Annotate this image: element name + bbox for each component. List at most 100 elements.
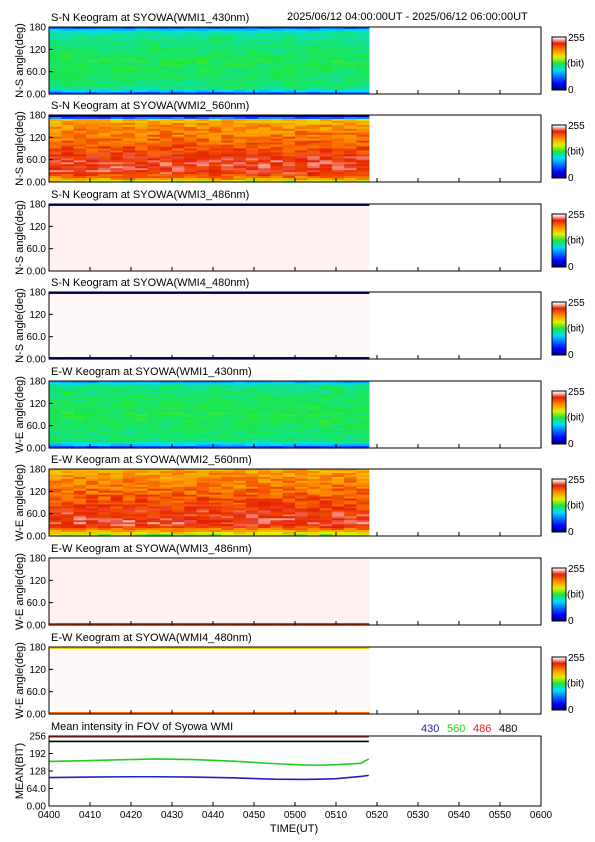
heatmap-cell	[159, 434, 173, 437]
heatmap-cell	[196, 80, 210, 83]
y-tick-label: 0.00	[27, 267, 47, 278]
keogram-panel-1: S-N Keogram at SYOWA(WMI1_430nm)0.0060.0…	[14, 12, 585, 101]
heatmap-cell	[245, 118, 259, 122]
heatmap-cell	[344, 392, 358, 396]
heatmap-cell	[319, 146, 333, 150]
heatmap-cell	[196, 307, 210, 311]
heatmap-cell	[49, 406, 62, 410]
heatmap-cell	[135, 295, 148, 299]
heatmap-cell	[122, 144, 136, 148]
heatmap-cell	[85, 299, 99, 303]
heatmap-cell	[61, 384, 75, 388]
heatmap-cell	[122, 255, 136, 258]
heatmap-cell	[73, 80, 87, 83]
heatmap-cell	[184, 388, 198, 392]
heatmap-cell	[307, 80, 321, 83]
heatmap-cell	[122, 343, 136, 346]
heatmap-cell	[159, 148, 173, 152]
heatmap-cell	[319, 174, 333, 177]
heatmap-cell	[159, 134, 173, 138]
heatmap-cell	[307, 259, 321, 262]
heatmap-cell	[98, 130, 112, 134]
heatmap-cell	[110, 243, 124, 246]
heatmap-cell	[245, 58, 259, 62]
heatmap-cell	[159, 251, 173, 254]
heatmap-cell	[282, 140, 296, 144]
heatmap-cell	[147, 48, 161, 52]
heatmap-cell	[319, 478, 333, 482]
heatmap-cell	[344, 60, 358, 64]
heatmap-cell	[172, 231, 185, 235]
heatmap-cell	[344, 345, 358, 348]
heatmap-cell	[258, 160, 271, 163]
heatmap-cell	[245, 265, 259, 268]
heatmap-cell	[331, 241, 345, 245]
heatmap-cell	[270, 265, 284, 268]
heatmap-cell	[270, 478, 284, 482]
heatmap-cell	[344, 239, 358, 243]
heatmap-cell	[245, 398, 259, 402]
heatmap-cell	[110, 126, 124, 130]
heatmap-cell	[122, 152, 136, 156]
heatmap-cell	[135, 62, 148, 66]
heatmap-cell	[49, 28, 62, 32]
heatmap-cell	[344, 482, 358, 486]
heatmap-cell	[98, 60, 112, 64]
heatmap-cell	[344, 349, 358, 352]
heatmap-cell	[184, 311, 198, 315]
heatmap-cell	[233, 231, 247, 235]
y-tick-label: 120	[29, 133, 46, 144]
heatmap-cell	[221, 180, 235, 183]
heatmap-cell	[307, 176, 321, 179]
heatmap-cell	[356, 227, 370, 231]
heatmap-cell	[159, 223, 173, 227]
heatmap-cell	[147, 44, 161, 48]
heatmap-cell	[208, 84, 222, 87]
heatmap-cell	[356, 408, 370, 412]
heatmap-cell	[135, 52, 148, 56]
heatmap-cell	[135, 162, 148, 165]
heatmap-cell	[184, 204, 198, 207]
heatmap-cell	[61, 180, 75, 183]
heatmap-cell	[184, 115, 198, 118]
heatmap-cell	[270, 396, 284, 400]
heatmap-cell	[270, 313, 284, 317]
heatmap-cell	[122, 444, 136, 447]
heatmap-cell	[233, 257, 247, 260]
heatmap-cell	[49, 490, 62, 494]
heatmap-cell	[159, 307, 173, 311]
heatmap-cell	[307, 305, 321, 309]
heatmap-cell	[208, 235, 222, 239]
heatmap-cell	[110, 293, 124, 297]
heatmap-cell	[172, 382, 185, 386]
heatmap-cell	[319, 231, 333, 235]
heatmap-cell	[282, 480, 296, 484]
heatmap-cell	[85, 347, 99, 350]
heatmap-cell	[122, 382, 136, 386]
heatmap-cell	[172, 235, 185, 239]
heatmap-cell	[147, 146, 161, 150]
heatmap-cell	[122, 327, 136, 331]
heatmap-cell	[344, 325, 358, 329]
heatmap-cell	[147, 233, 161, 237]
heatmap-cell	[344, 72, 358, 75]
heatmap-cell	[184, 353, 198, 356]
heatmap-cell	[208, 335, 222, 338]
heatmap-cell	[147, 444, 161, 447]
heatmap-cell	[98, 204, 112, 207]
heatmap-cell	[307, 223, 321, 227]
heatmap-cell	[356, 307, 370, 311]
heatmap-cell	[258, 496, 271, 500]
heatmap-cell	[122, 357, 136, 360]
heatmap-cell	[73, 255, 87, 258]
heatmap-cell	[147, 172, 161, 175]
heatmap-cell	[221, 58, 235, 62]
heatmap-cell	[221, 130, 235, 134]
heatmap-cell	[331, 38, 345, 42]
heatmap-cell	[319, 162, 333, 165]
heatmap-cell	[61, 138, 75, 142]
heatmap-cell	[85, 319, 99, 323]
heatmap-cell	[307, 295, 321, 299]
heatmap-cell	[196, 146, 210, 150]
heatmap-cell	[85, 227, 99, 231]
